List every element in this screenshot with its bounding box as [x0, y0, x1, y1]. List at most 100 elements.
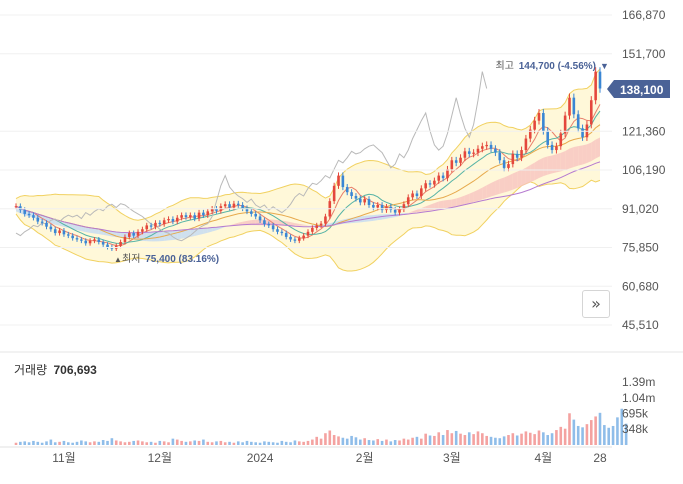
- volume-bar: [319, 438, 323, 445]
- candle-body: [441, 175, 445, 179]
- cloud-segment: [451, 198, 457, 207]
- volume-bar: [32, 440, 35, 445]
- volume-label: 거래량: [14, 363, 47, 377]
- candle-body: [598, 71, 602, 89]
- volume-bar: [276, 442, 279, 445]
- candle-body: [311, 227, 314, 232]
- volume-bar: [350, 435, 353, 445]
- volume-bar: [324, 433, 327, 445]
- volume-bar: [219, 440, 223, 445]
- volume-bar: [450, 433, 454, 445]
- candle-body: [149, 225, 153, 227]
- volume-bar: [236, 441, 240, 445]
- candle-body: [206, 211, 210, 216]
- candle-body: [180, 215, 183, 218]
- candle-body: [19, 206, 22, 211]
- candle-body: [415, 193, 419, 197]
- cloud-segment: [569, 146, 574, 169]
- cloud-segment: [543, 156, 548, 177]
- volume-bar: [542, 432, 545, 445]
- candle-body: [14, 206, 18, 208]
- cloud-segment: [491, 180, 496, 197]
- volume-bar: [141, 441, 144, 445]
- candle-body: [450, 160, 454, 170]
- candle-body: [332, 185, 336, 202]
- ma60-line: [15, 161, 601, 234]
- high-label: 최고: [496, 60, 514, 72]
- volume-bar: [607, 427, 611, 445]
- volume-bar: [184, 441, 188, 445]
- cloud-segment: [81, 225, 86, 233]
- candle-body: [254, 213, 257, 217]
- candle-body: [297, 238, 301, 241]
- candle-body: [27, 213, 31, 216]
- candle-body: [36, 217, 40, 222]
- candle-body: [210, 208, 214, 212]
- cloud-segment: [560, 151, 566, 172]
- candle-body: [546, 130, 549, 145]
- volume-bar: [459, 433, 462, 445]
- candle-body: [145, 225, 149, 230]
- volume-bar: [197, 440, 201, 445]
- candle-body: [136, 231, 140, 236]
- candle-body: [489, 144, 493, 149]
- candle-body: [280, 231, 284, 234]
- candle-body: [520, 150, 523, 158]
- candle-body: [324, 216, 327, 224]
- time-tick-label: 3월: [443, 451, 461, 465]
- volume-bar: [58, 441, 61, 445]
- low-label: 최저: [122, 253, 140, 265]
- ichimoku-cloud: [16, 137, 600, 242]
- candle-body: [411, 193, 414, 198]
- volume-tick-label: 1.04m: [622, 391, 655, 405]
- volume-bar: [354, 437, 358, 445]
- candle-body: [315, 225, 319, 228]
- volume-bar: [433, 435, 436, 445]
- candle-body: [481, 146, 484, 149]
- volume-bar: [376, 439, 380, 445]
- cloud-segment: [530, 162, 535, 183]
- candle-body: [424, 183, 427, 189]
- candle-body: [101, 242, 105, 245]
- candle-body: [437, 175, 441, 181]
- price-tick-label: 151,700: [622, 47, 666, 61]
- candle-body: [263, 220, 266, 225]
- cloud-segment: [94, 228, 99, 235]
- cloud-segment: [486, 183, 492, 198]
- volume-value: 706,693: [53, 363, 97, 377]
- price-tick-label: 166,870: [622, 8, 666, 22]
- volume-bar: [80, 440, 83, 445]
- candle-body: [123, 236, 127, 243]
- volume-bar: [594, 416, 597, 445]
- price-tick-label: 91,020: [622, 202, 659, 216]
- candle-body: [40, 221, 44, 223]
- expand-chart-button[interactable]: »: [582, 290, 610, 318]
- volume-bar: [189, 441, 192, 445]
- candle-body: [463, 151, 467, 158]
- candle-body: [494, 148, 497, 153]
- candle-body: [589, 100, 593, 125]
- volume-bar: [53, 442, 57, 445]
- volume-bar: [315, 436, 319, 445]
- volume-bar: [328, 430, 332, 445]
- volume-bar: [93, 441, 96, 445]
- cloud-segment: [212, 227, 217, 232]
- volume-bar: [424, 433, 427, 445]
- candle-body: [446, 169, 449, 179]
- volume-bar: [481, 433, 484, 445]
- candle-body: [345, 187, 349, 193]
- volume-bar: [136, 440, 140, 445]
- cloud-segment: [181, 229, 186, 239]
- candle-body: [106, 244, 109, 248]
- candle-body: [472, 152, 475, 154]
- volume-bar: [576, 425, 580, 445]
- cloud-segment: [578, 145, 583, 166]
- volume-bar: [250, 441, 253, 445]
- bollinger-lower: [15, 179, 601, 272]
- candle-body: [75, 238, 79, 240]
- volume-title: 거래량 706,693: [14, 363, 97, 377]
- volume-bar: [145, 442, 149, 445]
- volume-bar: [345, 438, 349, 445]
- high-value: 144,700 (-4.56%): [519, 61, 596, 72]
